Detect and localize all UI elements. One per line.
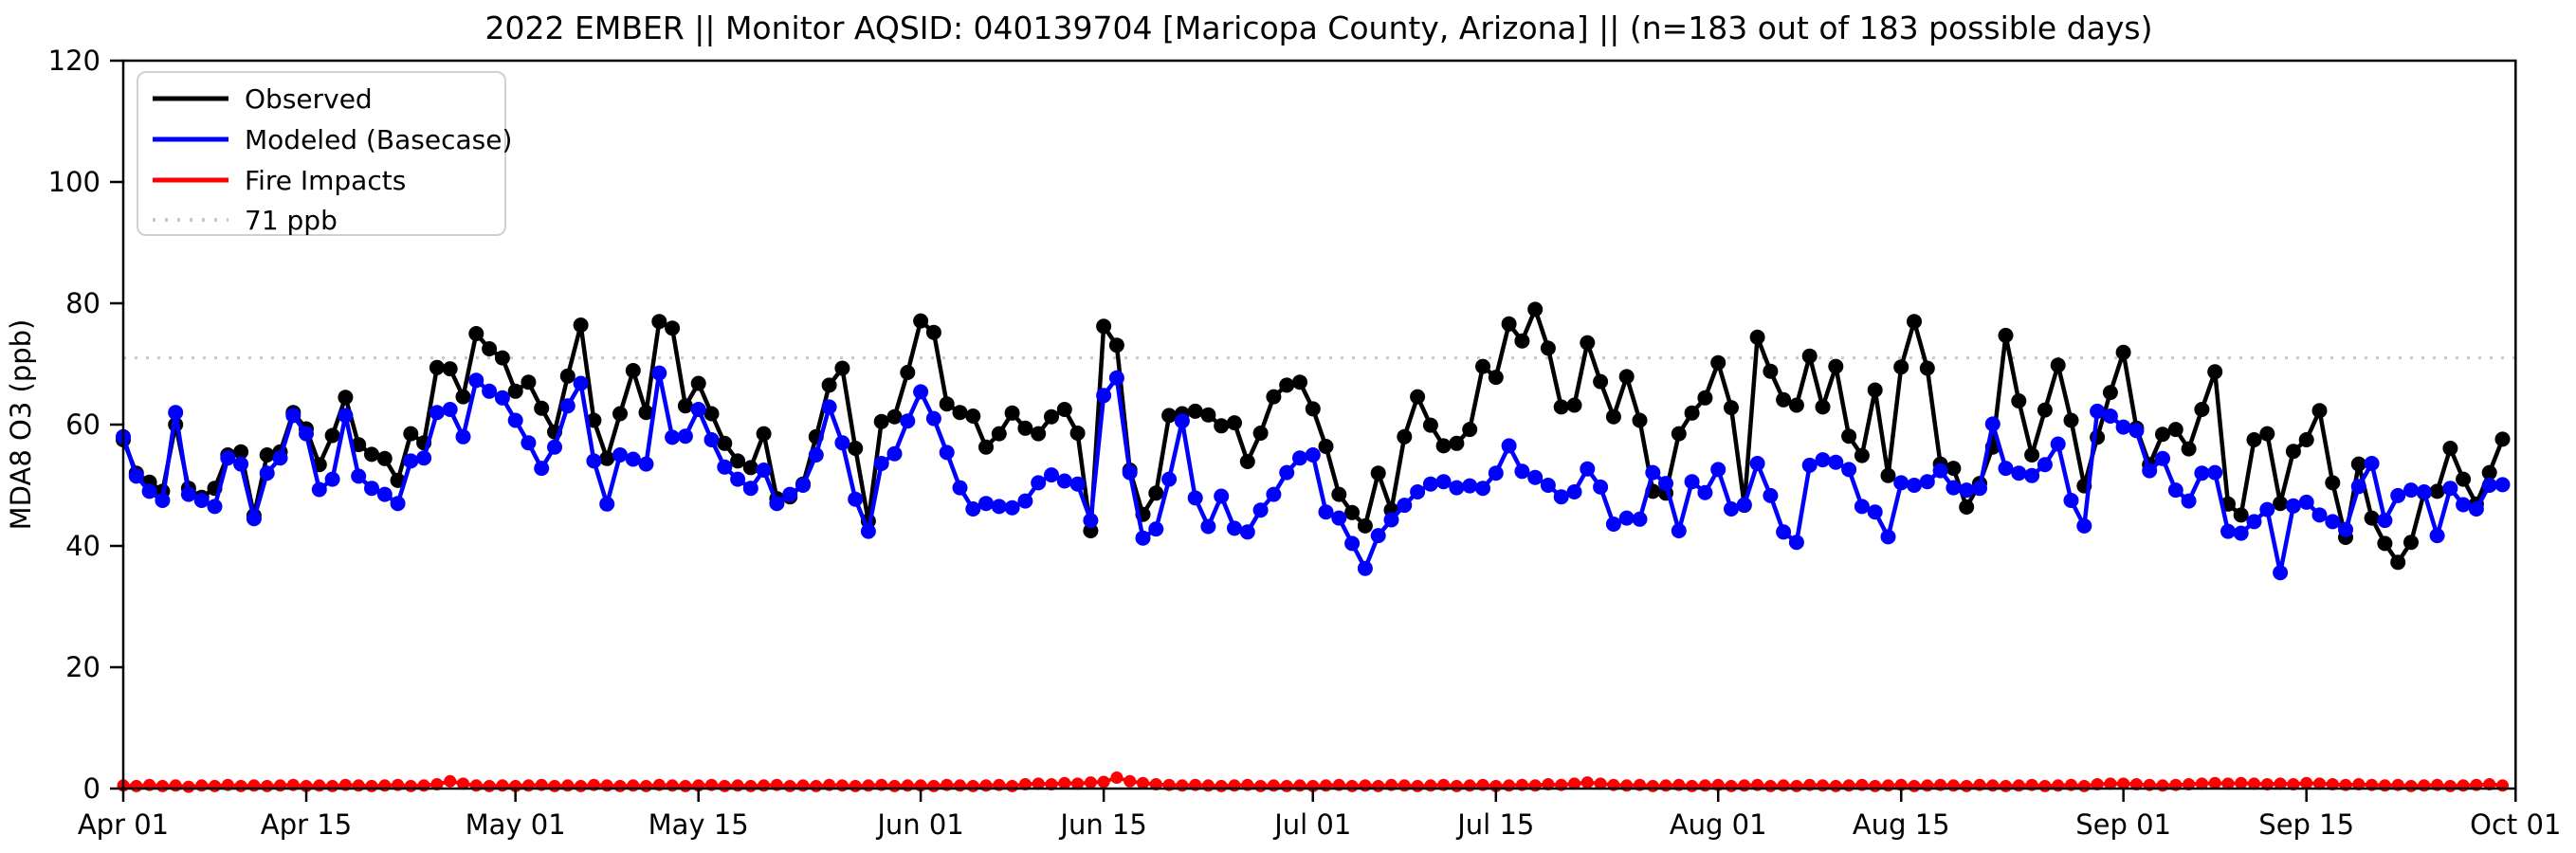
y-tick-label: 20 <box>65 651 100 683</box>
x-tick-label: Jul 15 <box>1455 808 1534 841</box>
x-tick-label: Jun 15 <box>1058 808 1146 841</box>
legend-item-modeled: Modeled (Basecase) <box>153 124 512 155</box>
observed-series <box>116 301 2511 571</box>
legend-item-threshold: 71 ppb <box>153 205 338 236</box>
y-tick-label: 0 <box>83 772 100 805</box>
x-tick-label: May 01 <box>466 808 566 841</box>
y-axis-label: MDA8 O3 (ppb) <box>5 319 37 531</box>
y-tick-label: 120 <box>48 45 100 77</box>
x-tick-label: May 15 <box>649 808 749 841</box>
legend-item-observed: Observed <box>153 83 373 115</box>
x-tick-label: Sep 15 <box>2258 808 2354 841</box>
y-tick-label: 100 <box>48 166 100 198</box>
x-axis: Apr 01 Apr 15 May 01 May 15 Jun 01 Jun 15 Jul … <box>78 789 2561 841</box>
x-tick-label: Jun 01 <box>875 808 963 841</box>
y-axis: 0 20 40 60 80 100 120 <box>48 45 123 805</box>
x-tick-label: Aug 15 <box>1853 808 1950 841</box>
modeled-series <box>116 365 2511 581</box>
y-tick-label: 60 <box>65 408 100 441</box>
modeled-series-markers <box>116 365 2511 581</box>
legend: Observed Modeled (Basecase) Fire Impacts… <box>137 71 512 236</box>
legend-box <box>137 71 506 236</box>
legend-label-fire-impacts: Fire Impacts <box>245 165 406 196</box>
x-tick-label: Apr 15 <box>261 808 352 841</box>
x-tick-label: Aug 01 <box>1670 808 1767 841</box>
x-tick-label: Sep 01 <box>2075 808 2171 841</box>
y-tick-label: 80 <box>65 287 100 319</box>
x-tick-label: Apr 01 <box>78 808 169 841</box>
chart-title: 2022 EMBER || Monitor AQSID: 040139704 [… <box>485 9 2153 46</box>
legend-label-threshold: 71 ppb <box>245 205 338 236</box>
x-tick-label: Oct 01 <box>2470 808 2561 841</box>
plot-area: 0 20 40 60 80 100 120 Apr 01 Apr 15 May 01 May 15 J… <box>48 45 2562 841</box>
observed-series-line <box>120 307 2505 565</box>
x-tick-label: Jul 01 <box>1272 808 1351 841</box>
legend-label-modeled: Modeled (Basecase) <box>245 124 512 155</box>
legend-label-observed: Observed <box>245 83 373 115</box>
y-tick-label: 40 <box>65 530 100 562</box>
legend-item-fire-impacts: Fire Impacts <box>153 165 406 196</box>
